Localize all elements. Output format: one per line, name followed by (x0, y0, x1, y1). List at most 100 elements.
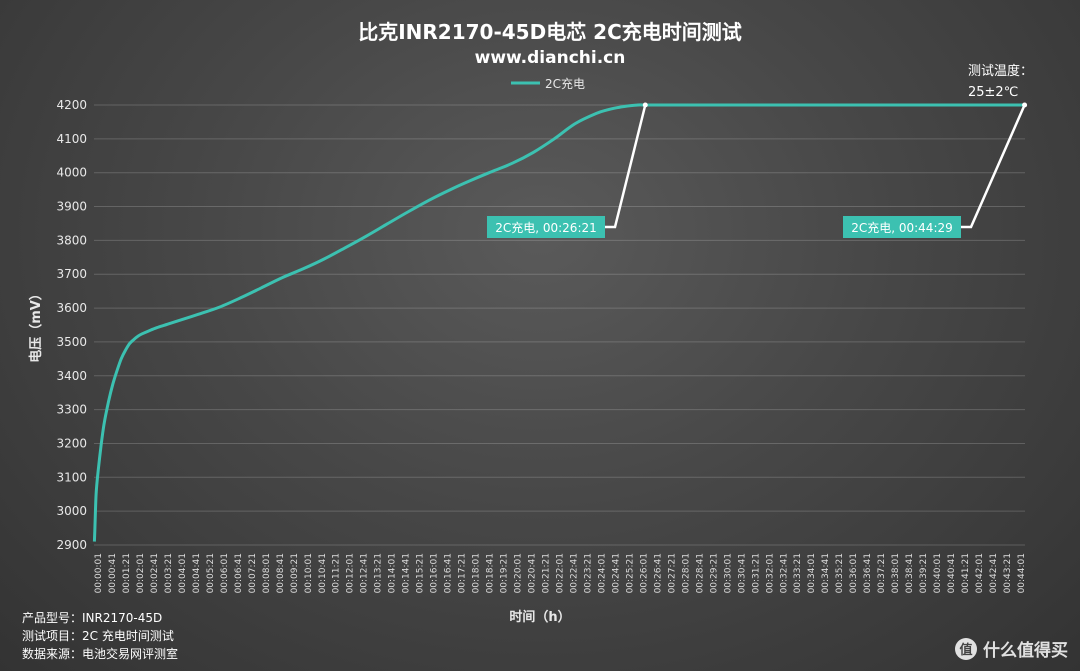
x-tick-label: 00:22:41 (569, 553, 579, 593)
y-axis-title: 电压（mV） (28, 287, 44, 363)
x-tick-label: 00:19:21 (500, 553, 510, 593)
y-tick-label: 3500 (56, 335, 87, 349)
watermark-badge: 值 (955, 637, 977, 660)
x-tick-label: 00:00:41 (108, 553, 118, 593)
annotations: 2C充电, 00:26:21 2C充电, 00:44:29 (487, 102, 1028, 238)
x-tick-label: 00:10:41 (318, 553, 328, 593)
series-layer (92, 103, 1025, 542)
chart-title: 比克INR2170-45D电芯 2C充电时间测试 (358, 20, 742, 44)
x-tick-label: 00:43:21 (1003, 553, 1013, 593)
x-tick-label: 00:04:01 (178, 553, 188, 593)
x-tick-label: 00:41:21 (961, 553, 971, 593)
y-tick-label: 3100 (56, 470, 87, 484)
x-axis-title: 时间（h） (509, 609, 570, 625)
x-tick-label: 00:31:21 (751, 553, 761, 593)
y-tick-label: 3400 (56, 369, 87, 383)
chart-subtitle: www.dianchi.cn (475, 48, 626, 68)
x-tick-label: 00:03:21 (164, 553, 174, 593)
x-tick-label: 00:14:41 (402, 553, 412, 593)
x-tick-label: 00:40:01 (933, 553, 943, 593)
x-tick-label: 00:33:21 (793, 553, 803, 593)
watermark-text: 什么值得买 (983, 641, 1068, 661)
x-tick-label: 00:10:01 (304, 553, 314, 593)
legend: 2C充电 (511, 76, 585, 91)
x-tick-label: 00:04:41 (192, 553, 202, 593)
annotation-label-2: 2C充电, 00:44:29 (851, 220, 953, 235)
x-tick-label: 00:16:41 (444, 553, 454, 593)
x-tick-label: 00:25:21 (625, 553, 635, 593)
x-tick-label: 00:18:01 (472, 553, 482, 593)
x-tick-label: 00:18:41 (486, 553, 496, 593)
y-tick-label: 2900 (56, 538, 87, 552)
x-tick-label: 00:42:01 (975, 553, 985, 593)
x-tick-label: 00:34:41 (821, 553, 831, 593)
annotation-leader-1 (605, 104, 647, 229)
x-tick-label: 00:02:41 (150, 553, 160, 593)
x-tick-label: 00:20:01 (514, 553, 524, 593)
x-tick-label: 00:36:41 (863, 553, 873, 593)
x-tick-label: 00:26:01 (639, 553, 649, 593)
x-tick-label: 00:28:41 (695, 553, 705, 593)
x-tick-label: 00:37:21 (877, 553, 887, 593)
x-tick-label: 00:26:41 (653, 553, 663, 593)
x-tick-label: 00:34:01 (807, 553, 817, 593)
x-axis: 00:00:01 00:00:41 00:01:21 00:02:01 00:02:41… (94, 553, 1027, 593)
x-tick-label: 00:15:21 (416, 553, 426, 593)
x-tick-label: 00:09:21 (290, 553, 300, 593)
y-axis: 2900 3000 3100 3200 3300 3400 3500 3600 3700 3800… (56, 98, 87, 552)
x-tick-label: 00:32:01 (765, 553, 775, 593)
y-tick-label: 3300 (56, 403, 87, 417)
annotation-point-2 (1022, 102, 1028, 108)
x-tick-label: 00:12:01 (346, 553, 356, 593)
watermark: 值 什么值得买 (955, 636, 1068, 661)
x-tick-label: 00:08:01 (262, 553, 272, 593)
x-tick-label: 00:21:21 (542, 553, 552, 593)
footer-project: 测试项目：2C 充电时间测试 (22, 629, 174, 643)
x-tick-label: 00:38:41 (905, 553, 915, 593)
x-tick-label: 00:23:21 (583, 553, 593, 593)
x-tick-label: 00:24:41 (611, 553, 621, 593)
x-tick-label: 00:02:01 (136, 553, 146, 593)
y-tick-label: 4100 (56, 132, 87, 146)
x-tick-label: 00:40:41 (947, 553, 957, 593)
annotation-leader-2 (961, 104, 1026, 229)
x-tick-label: 00:24:01 (597, 553, 607, 593)
temperature-note-label: 测试温度： (968, 63, 1033, 79)
x-tick-label: 00:32:41 (779, 553, 789, 593)
x-tick-label: 00:06:41 (234, 553, 244, 593)
x-tick-label: 00:28:01 (681, 553, 691, 593)
x-tick-label: 00:16:01 (430, 553, 440, 593)
x-tick-label: 00:20:41 (528, 553, 538, 593)
x-tick-label: 00:30:41 (737, 553, 747, 593)
annotation-point-1 (642, 102, 648, 108)
footer-model: 产品型号：INR2170-45D (22, 611, 163, 625)
y-tick-label: 4200 (56, 98, 87, 112)
y-tick-label: 3900 (56, 200, 87, 214)
x-tick-label: 00:06:01 (220, 553, 230, 593)
annotation-box-1 (487, 216, 605, 238)
x-tick-label: 00:39:21 (919, 553, 929, 593)
x-tick-label: 00:44:01 (1017, 553, 1027, 593)
x-tick-label: 00:08:41 (276, 553, 286, 593)
x-tick-label: 00:36:01 (849, 553, 859, 593)
y-tick-label: 3000 (56, 504, 87, 518)
annotation-label-1: 2C充电, 00:26:21 (495, 220, 597, 235)
x-tick-label: 00:30:01 (723, 553, 733, 593)
x-tick-label: 00:01:21 (122, 553, 132, 593)
annotation-box-2 (843, 216, 961, 238)
y-tick-label: 3700 (56, 267, 87, 281)
y-tick-label: 3600 (56, 301, 87, 315)
temperature-note-value: 25±2℃ (968, 85, 1018, 100)
x-tick-label: 00:14:01 (388, 553, 398, 593)
x-tick-label: 00:11:21 (332, 553, 342, 593)
y-tick-label: 3800 (56, 233, 87, 247)
x-tick-label: 00:22:01 (556, 553, 566, 593)
x-tick-label: 00:17:21 (458, 553, 468, 593)
x-tick-label: 00:42:41 (989, 553, 999, 593)
x-tick-label: 00:29:21 (709, 553, 719, 593)
y-tick-label: 3200 (56, 436, 87, 450)
x-tick-label: 00:07:21 (248, 553, 258, 593)
x-tick-label: 00:00:01 (94, 553, 104, 593)
x-tick-label: 00:13:21 (374, 553, 384, 593)
